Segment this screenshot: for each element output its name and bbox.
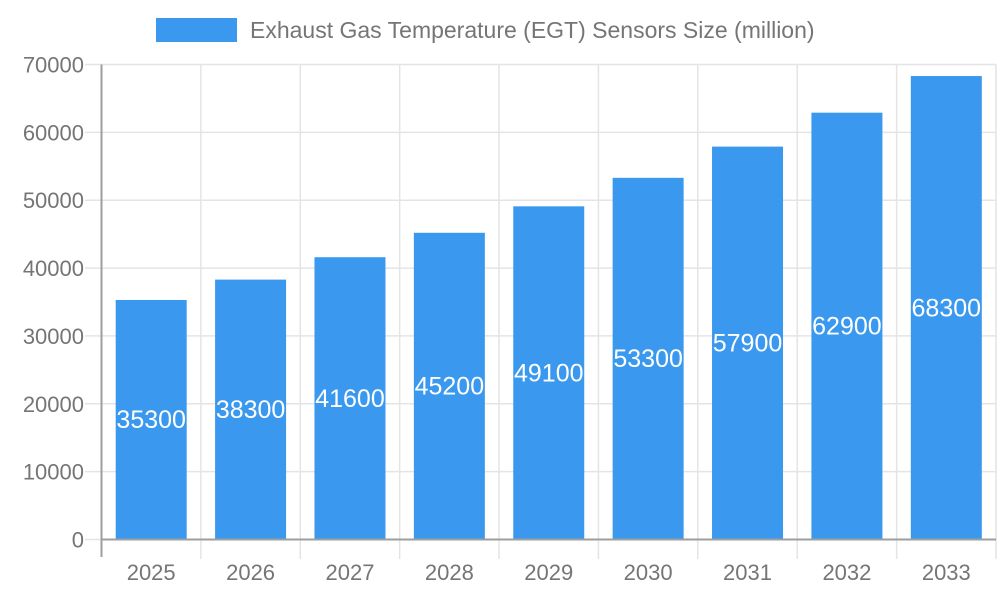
- chart-legend: Exhaust Gas Temperature (EGT) Sensors Si…: [156, 15, 815, 45]
- x-tick-label: 2027: [325, 560, 374, 585]
- bar-value-label: 68300: [912, 294, 982, 322]
- x-tick-label: 2030: [624, 560, 673, 585]
- x-tick-label: 2029: [524, 560, 573, 585]
- y-tick-label: 20000: [23, 392, 84, 417]
- bar: [513, 206, 585, 539]
- y-tick-label: 60000: [23, 120, 84, 145]
- y-tick-label: 30000: [23, 324, 84, 349]
- bar-value-label: 45200: [415, 373, 485, 401]
- bar: [712, 146, 784, 539]
- bar-value-label: 57900: [713, 330, 783, 358]
- bar-value-label: 41600: [315, 385, 385, 413]
- bar-value-label: 49100: [514, 359, 584, 387]
- legend-label: Exhaust Gas Temperature (EGT) Sensors Si…: [250, 16, 815, 43]
- bar-value-label: 38300: [216, 396, 286, 424]
- y-tick-label: 50000: [23, 188, 84, 213]
- bar-value-label: 53300: [613, 345, 683, 373]
- bar-value-label: 35300: [116, 406, 186, 434]
- bar: [811, 112, 883, 539]
- x-tick-label: 2026: [226, 560, 275, 585]
- bar-value-label: 62900: [812, 313, 882, 341]
- legend-swatch: [156, 18, 237, 42]
- x-tick-label: 2028: [425, 560, 474, 585]
- x-tick-label: 2033: [922, 560, 971, 585]
- x-tick-label: 2031: [723, 560, 772, 585]
- bar: [115, 299, 187, 539]
- y-tick-label: 40000: [23, 256, 84, 281]
- bar: [215, 279, 287, 539]
- x-tick-label: 2025: [127, 560, 176, 585]
- bar: [413, 232, 485, 539]
- bar: [612, 177, 684, 539]
- y-tick-label: 10000: [23, 460, 84, 485]
- x-tick-label: 2032: [822, 560, 871, 585]
- y-tick-label: 70000: [23, 53, 84, 78]
- y-tick-label: 0: [72, 528, 84, 553]
- bar: [910, 76, 982, 539]
- bar: [314, 257, 386, 539]
